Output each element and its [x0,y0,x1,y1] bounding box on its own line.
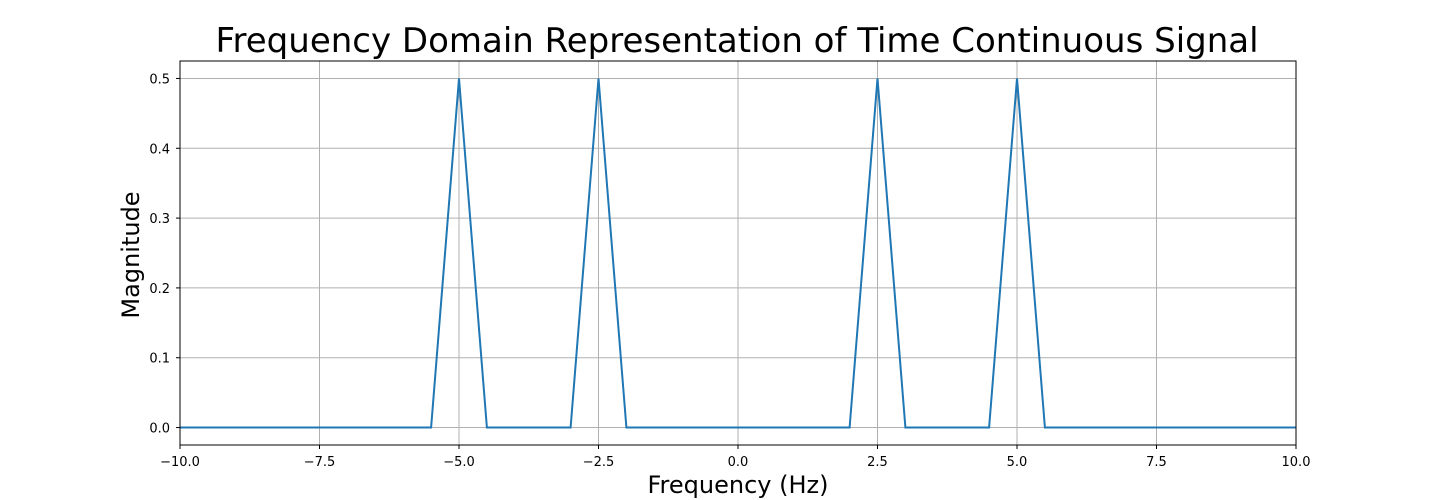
y-axis-label: Magnitude [117,191,145,318]
y-tick-label: 0.4 [149,142,170,157]
chart-title: Frequency Domain Representation of Time … [215,21,1258,61]
grid [179,61,1297,445]
x-tick-label: 5.0 [1007,455,1028,470]
y-tick-label: 0.1 [149,352,170,367]
x-tick-label: −10.0 [160,455,200,470]
x-axis-label: Frequency (Hz) [648,471,829,499]
x-tick-label: 2.5 [867,455,888,470]
x-tick-label: −2.5 [583,455,615,470]
y-tick-label: 0.2 [149,282,170,297]
x-tick-label: 10.0 [1282,455,1311,470]
x-tick-label: 7.5 [1146,455,1167,470]
y-tick-label: 0.3 [149,212,170,227]
y-tick-label: 0.5 [149,72,170,87]
x-tick-label: −7.5 [304,455,336,470]
x-tick-label: 0.0 [728,455,749,470]
plot-area [180,78,1296,429]
ticks: −10.0 −7.5 −5.0 −2.5 0.0 2.5 5.0 7.5 10.0 0.0 0.1 0… [149,72,1310,470]
series-line [180,78,1296,429]
y-tick-label: 0.0 [149,422,170,437]
x-tick-label: −5.0 [443,455,475,470]
